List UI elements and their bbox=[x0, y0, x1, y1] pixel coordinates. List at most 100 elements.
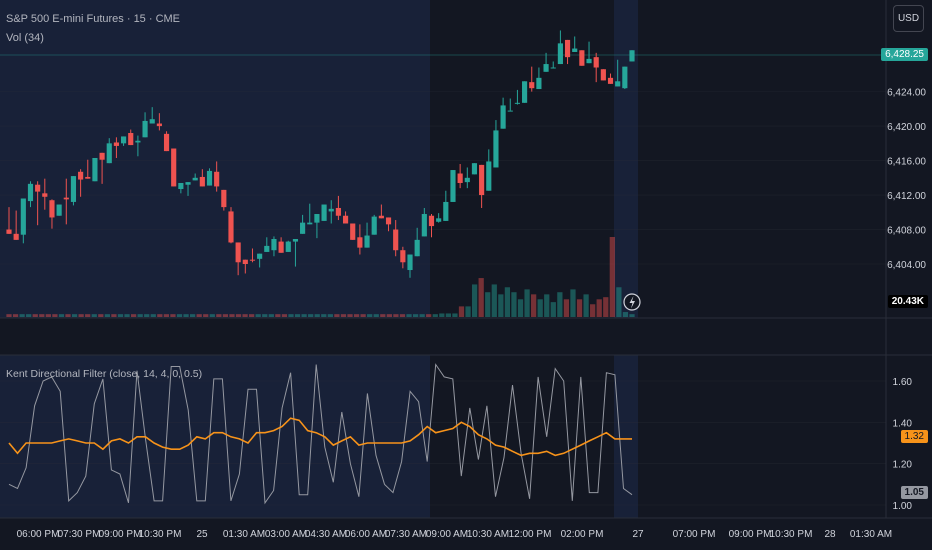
volume-bar bbox=[485, 292, 491, 317]
candle-body bbox=[579, 50, 585, 66]
candle-body bbox=[149, 119, 155, 124]
candle-body bbox=[42, 193, 48, 197]
volume-bar bbox=[314, 314, 320, 317]
candle bbox=[199, 169, 205, 187]
candle bbox=[464, 167, 470, 189]
candle bbox=[364, 222, 370, 248]
time-tick-label: 09:00 PM bbox=[729, 529, 772, 540]
volume-bar bbox=[524, 289, 530, 317]
volume-indicator-label[interactable]: Vol (34) bbox=[6, 32, 44, 44]
volume-bar bbox=[334, 314, 340, 317]
candle bbox=[192, 173, 198, 181]
volume-bar bbox=[327, 314, 333, 317]
candle-body bbox=[106, 143, 112, 164]
candle-body bbox=[235, 242, 241, 263]
volume-bar bbox=[157, 314, 163, 317]
volume-bar bbox=[183, 314, 189, 317]
volume-bar bbox=[308, 314, 314, 317]
volume-bar bbox=[419, 314, 425, 317]
volume-bar bbox=[52, 314, 58, 317]
indicator-axis: 1.60 1.40 1.20 1.00 bbox=[893, 377, 913, 512]
candle bbox=[514, 89, 521, 105]
volume-bar bbox=[367, 314, 373, 317]
candle bbox=[13, 210, 19, 240]
volume-bar bbox=[353, 314, 360, 317]
candle bbox=[557, 30, 563, 65]
candle-body bbox=[135, 140, 141, 143]
candle bbox=[300, 214, 306, 234]
candle-body bbox=[242, 259, 248, 264]
candle-body bbox=[285, 241, 291, 252]
candle-body bbox=[593, 57, 599, 68]
volume-bar bbox=[288, 314, 294, 317]
candle bbox=[393, 220, 399, 257]
volume-bar bbox=[347, 314, 353, 317]
volume-bar bbox=[176, 314, 183, 317]
candle bbox=[171, 148, 177, 187]
candle-body bbox=[428, 215, 435, 227]
candle bbox=[400, 246, 406, 269]
candle-body bbox=[536, 77, 542, 90]
candle bbox=[85, 159, 91, 179]
candle bbox=[307, 203, 313, 225]
volume-bars bbox=[6, 237, 635, 317]
candle-body bbox=[128, 132, 134, 146]
volume-bar bbox=[235, 314, 242, 317]
volume-bar bbox=[12, 314, 19, 317]
candle bbox=[49, 199, 55, 229]
candle-body bbox=[507, 110, 513, 112]
volume-bar bbox=[294, 314, 301, 317]
lightning-icon[interactable] bbox=[623, 293, 641, 311]
volume-bar bbox=[531, 294, 537, 317]
volume-bar bbox=[144, 314, 150, 317]
volume-bar bbox=[471, 284, 478, 317]
volume-bar bbox=[583, 294, 589, 317]
candle-body bbox=[163, 133, 170, 152]
candle bbox=[572, 36, 578, 52]
session-highlights bbox=[0, 0, 638, 518]
candle bbox=[522, 81, 528, 103]
symbol-title[interactable]: S&P 500 E-mini Futures · 15 · CME bbox=[6, 13, 181, 25]
volume-bar bbox=[380, 314, 386, 317]
time-tick-label: 25 bbox=[196, 529, 208, 540]
price-tick-label: 6,408.00 bbox=[887, 226, 926, 237]
candle-body bbox=[314, 214, 320, 223]
candle-body bbox=[156, 123, 162, 127]
candle bbox=[607, 73, 614, 84]
price-pane-bottom-band bbox=[0, 318, 886, 355]
candle-body bbox=[564, 39, 571, 58]
candle-body bbox=[479, 164, 485, 196]
candle-body bbox=[622, 66, 628, 89]
candle-body bbox=[629, 50, 635, 62]
candle bbox=[450, 170, 456, 202]
candle-body bbox=[49, 200, 55, 218]
volume-bar bbox=[570, 289, 576, 317]
candle bbox=[214, 161, 220, 192]
volume-bar bbox=[65, 314, 71, 317]
volume-bar bbox=[537, 299, 543, 317]
candle bbox=[335, 195, 341, 221]
volume-bar bbox=[170, 314, 176, 317]
candle-body bbox=[493, 130, 499, 168]
volume-bar bbox=[458, 306, 465, 317]
candle bbox=[314, 214, 320, 239]
volume-bar bbox=[504, 287, 511, 317]
indicator-title[interactable]: Kent Directional Filter (close, 14, 4, 0… bbox=[6, 368, 203, 380]
candle-body bbox=[393, 229, 399, 251]
currency-button[interactable]: USD bbox=[893, 5, 924, 32]
candle-body bbox=[364, 235, 370, 248]
volume-bar bbox=[242, 314, 248, 317]
volume-bar bbox=[432, 314, 438, 317]
time-tick-label: 07:00 PM bbox=[673, 529, 716, 540]
candle-body bbox=[514, 102, 521, 104]
candle bbox=[564, 39, 571, 65]
volume-bar bbox=[340, 314, 347, 317]
candle-body bbox=[185, 182, 191, 185]
candle-body bbox=[178, 182, 184, 190]
candle-body bbox=[20, 198, 26, 235]
candle-body bbox=[56, 204, 62, 216]
candle bbox=[350, 223, 356, 240]
volume-bar bbox=[78, 314, 84, 317]
